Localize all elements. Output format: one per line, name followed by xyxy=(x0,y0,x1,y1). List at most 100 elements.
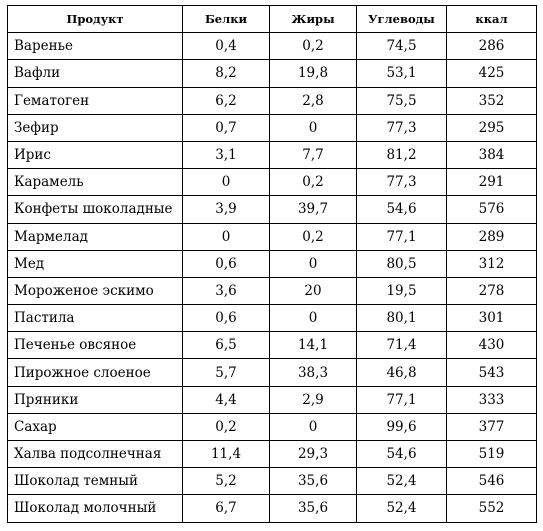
cell-carbs: 54,6 xyxy=(356,195,447,224)
cell-carbs: 54,6 xyxy=(356,439,447,469)
cell-product: Пряники xyxy=(7,385,183,414)
cell-fat: 0 xyxy=(269,304,357,333)
cell-carbs: 71,4 xyxy=(356,331,447,360)
cell-product: Мармелад xyxy=(7,222,183,251)
cell-product: Халва подсолнечная xyxy=(7,439,183,469)
cell-product: Пастила xyxy=(7,304,183,333)
cell-protein: 0,7 xyxy=(182,113,270,142)
cell-fat: 38,3 xyxy=(269,358,357,387)
cell-protein: 6,7 xyxy=(182,494,270,523)
table-row: Халва подсолнечная 11,4 29,3 54,6 519 xyxy=(7,439,537,469)
cell-product: Мед xyxy=(7,249,183,278)
cell-fat: 19,8 xyxy=(269,59,357,88)
cell-protein: 5,7 xyxy=(182,358,270,387)
cell-fat: 39,7 xyxy=(269,195,357,224)
table-row: Шоколад молочный 6,7 35,6 52,4 552 xyxy=(7,494,537,523)
cell-kcal: 352 xyxy=(446,86,537,115)
cell-product: Гематоген xyxy=(7,86,183,115)
cell-carbs: 52,4 xyxy=(356,467,447,496)
cell-protein: 6,2 xyxy=(182,86,270,115)
table-row: Мед 0,6 0 80,5 312 xyxy=(7,249,537,278)
cell-kcal: 289 xyxy=(446,222,537,251)
cell-carbs: 80,5 xyxy=(356,249,447,278)
table-body: Варенье 0,4 0,2 74,5 286 Вафли 8,2 19,8 53,1 425 Г… xyxy=(7,32,537,523)
cell-product: Вафли xyxy=(7,59,183,88)
cell-product: Карамель xyxy=(7,168,183,197)
cell-fat: 2,8 xyxy=(269,86,357,115)
header-row: Продукт Белки Жиры Углеводы ккал xyxy=(7,4,537,34)
header-fat: Жиры xyxy=(269,4,357,34)
table-row: Пряники 4,4 2,9 77,1 333 xyxy=(7,385,537,414)
cell-fat: 0,2 xyxy=(269,222,357,251)
cell-carbs: 53,1 xyxy=(356,59,447,88)
cell-kcal: 286 xyxy=(446,32,537,61)
cell-kcal: 546 xyxy=(446,467,537,496)
header-protein: Белки xyxy=(182,4,270,34)
table-row: Зефир 0,7 0 77,3 295 xyxy=(7,113,537,142)
cell-kcal: 333 xyxy=(446,385,537,414)
table-row: Карамель 0 0,2 77,3 291 xyxy=(7,168,537,197)
cell-kcal: 312 xyxy=(446,249,537,278)
cell-carbs: 52,4 xyxy=(356,494,447,523)
cell-protein: 3,1 xyxy=(182,140,270,170)
header-product: Продукт xyxy=(7,4,183,34)
cell-carbs: 99,6 xyxy=(356,412,447,442)
cell-carbs: 77,3 xyxy=(356,113,447,142)
table-row: Пирожное слоеное 5,7 38,3 46,8 543 xyxy=(7,358,537,387)
cell-protein: 0 xyxy=(182,222,270,251)
cell-protein: 4,4 xyxy=(182,385,270,414)
cell-product: Сахар xyxy=(7,412,183,442)
cell-fat: 20 xyxy=(269,276,357,306)
cell-kcal: 291 xyxy=(446,168,537,197)
cell-product: Пирожное слоеное xyxy=(7,358,183,387)
cell-kcal: 519 xyxy=(446,439,537,469)
cell-protein: 0,6 xyxy=(182,249,270,278)
cell-fat: 29,3 xyxy=(269,439,357,469)
cell-protein: 0,2 xyxy=(182,412,270,442)
table-row: Мороженое эскимо 3,6 20 19,5 278 xyxy=(7,276,537,306)
cell-product: Зефир xyxy=(7,113,183,142)
cell-kcal: 278 xyxy=(446,276,537,306)
table-row: Вафли 8,2 19,8 53,1 425 xyxy=(7,59,537,88)
cell-product: Шоколад молочный xyxy=(7,494,183,523)
cell-carbs: 77,1 xyxy=(356,222,447,251)
cell-product: Шоколад темный xyxy=(7,467,183,496)
cell-product: Ирис xyxy=(7,140,183,170)
cell-carbs: 74,5 xyxy=(356,32,447,61)
cell-protein: 3,9 xyxy=(182,195,270,224)
nutrition-table: Продукт Белки Жиры Углеводы ккал Варенье… xyxy=(7,4,537,523)
cell-carbs: 77,3 xyxy=(356,168,447,197)
table-row: Варенье 0,4 0,2 74,5 286 xyxy=(7,32,537,61)
table-row: Печенье овсяное 6,5 14,1 71,4 430 xyxy=(7,331,537,360)
cell-fat: 0,2 xyxy=(269,168,357,197)
cell-carbs: 80,1 xyxy=(356,304,447,333)
cell-fat: 0 xyxy=(269,113,357,142)
cell-fat: 7,7 xyxy=(269,140,357,170)
table-row: Ирис 3,1 7,7 81,2 384 xyxy=(7,140,537,170)
table-row: Гематоген 6,2 2,8 75,5 352 xyxy=(7,86,537,115)
cell-kcal: 425 xyxy=(446,59,537,88)
cell-fat: 0 xyxy=(269,249,357,278)
cell-carbs: 46,8 xyxy=(356,358,447,387)
cell-fat: 35,6 xyxy=(269,494,357,523)
cell-kcal: 301 xyxy=(446,304,537,333)
cell-carbs: 75,5 xyxy=(356,86,447,115)
cell-product: Варенье xyxy=(7,32,183,61)
cell-fat: 0 xyxy=(269,412,357,442)
cell-protein: 6,5 xyxy=(182,331,270,360)
cell-fat: 2,9 xyxy=(269,385,357,414)
cell-protein: 5,2 xyxy=(182,467,270,496)
cell-kcal: 295 xyxy=(446,113,537,142)
cell-carbs: 81,2 xyxy=(356,140,447,170)
cell-product: Конфеты шоколадные xyxy=(7,195,183,224)
cell-kcal: 384 xyxy=(446,140,537,170)
cell-protein: 11,4 xyxy=(182,439,270,469)
cell-protein: 3,6 xyxy=(182,276,270,306)
table-row: Пастила 0,6 0 80,1 301 xyxy=(7,304,537,333)
cell-carbs: 77,1 xyxy=(356,385,447,414)
table-header: Продукт Белки Жиры Углеводы ккал xyxy=(7,4,537,34)
header-kcal: ккал xyxy=(446,4,537,34)
cell-product: Печенье овсяное xyxy=(7,331,183,360)
header-carbs: Углеводы xyxy=(356,4,447,34)
cell-kcal: 430 xyxy=(446,331,537,360)
